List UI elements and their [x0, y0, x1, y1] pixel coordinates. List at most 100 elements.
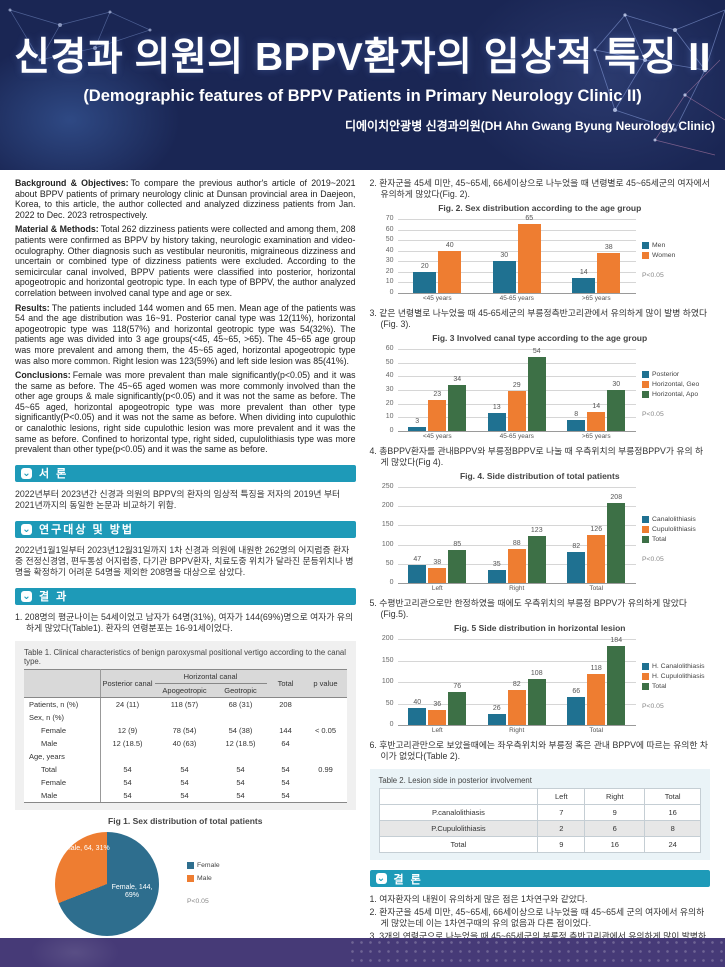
abstract-text: Total 262 dizziness patients were collec…	[15, 224, 356, 298]
bar: 38	[428, 559, 447, 583]
table2-body: P.canalolithiasis 7 9 16 P.Cupulolithiasis 2 6…	[378, 804, 701, 853]
x-tick-label: >65 years	[581, 433, 611, 440]
gridline	[397, 431, 636, 432]
right-column: 2. 환자군을 45세 미만, 45~65세, 66세이상으로 나누었을 때 년…	[369, 178, 711, 938]
poster-affiliation: 디에이치안광병 신경과의원(DH Ahn Gwang Byung Neurolo…	[344, 119, 715, 133]
bar-value-label: 126	[590, 525, 603, 533]
table-header-cell: Geotropic	[214, 682, 267, 698]
table-cell: 54	[154, 788, 215, 803]
abstract-label: Conclusions:	[15, 370, 71, 381]
network-decoration-right-icon	[593, 9, 725, 156]
table-cell: 118 (57)	[170, 699, 199, 709]
legend-item: Posterior	[642, 371, 708, 378]
y-tick-label: 10	[385, 278, 394, 286]
abstract-paragraph: Background & Objectives: To compare the p…	[15, 178, 356, 220]
bar-value-label: 29	[512, 382, 521, 390]
bar: 126	[587, 526, 606, 583]
legend-item: Cupulolithiasis	[642, 526, 708, 533]
result-item-6: 6. 후반고리관만으로 보았을때에는 좌우측위치와 부릉정 혹은 관내 BPPV…	[369, 740, 709, 761]
table1-title: Table 1. Clinical characteristics of ben…	[24, 647, 347, 666]
bar-groups: 3 23 34 13 29 54 8 14 30	[398, 348, 637, 431]
legend-swatch	[642, 663, 649, 670]
table-cell: 16	[644, 804, 701, 821]
legend-item: Horizontal, Apo	[642, 391, 708, 398]
x-tick-label: Total	[589, 727, 604, 734]
figure-caption: Fig. 4. Side distribution of total patie…	[459, 471, 620, 481]
gridline	[397, 293, 636, 294]
table-cell	[305, 776, 347, 789]
poster-subtitle: (Demographic features of BPPV Patients i…	[83, 87, 642, 105]
plot-area: 47 38 85 35 88 123 82 126 208	[397, 487, 636, 584]
bar: 35	[487, 561, 506, 583]
table-cell: 54	[236, 777, 245, 787]
gridline	[397, 487, 636, 488]
table-row: Age, years	[24, 749, 347, 763]
bar: 29	[507, 382, 526, 431]
table-header-cell: Horizontal canal	[154, 668, 267, 684]
bar: 40	[408, 699, 427, 725]
table-cell: 54	[266, 788, 305, 803]
pie-chart: Female, 144, 69% Male, 64, 31%	[55, 831, 159, 936]
gridline	[397, 376, 636, 378]
bar-value-label: 14	[579, 269, 588, 277]
bar-group: 66 118 184	[567, 637, 626, 725]
bar: 34	[448, 376, 467, 431]
table-cell: 12 (9)	[117, 725, 138, 735]
legend-swatch	[642, 516, 649, 523]
gridline	[397, 390, 636, 391]
pie-slice-label: Male, 64, 31%	[64, 845, 110, 853]
y-tick-label: 60	[385, 345, 394, 352]
legend: H. Canalolithiasis H. Cupulolithiasis Tota…	[636, 639, 708, 734]
table-cell	[155, 711, 215, 724]
bar: 82	[507, 681, 526, 725]
gridline	[397, 660, 636, 662]
y-tick-label: 0	[389, 579, 394, 586]
legend-item: Horizontal, Geo	[642, 381, 708, 388]
y-axis: 0 50 100 150 200	[378, 635, 398, 728]
legend-swatch	[642, 673, 649, 680]
bar: 20	[413, 263, 437, 293]
legend-item: Total	[642, 683, 708, 690]
table-cell: 2	[537, 820, 586, 837]
legend-item: H. Cupulolithiasis	[642, 673, 708, 680]
table-row: Left Right Total	[378, 788, 701, 805]
table-row: P.Cupulolithiasis 2 6 8	[378, 820, 701, 837]
legend: Men Women P<0.05	[636, 219, 708, 302]
bar-value-label: 14	[592, 402, 601, 410]
bar: 36	[428, 701, 447, 725]
figure-fig3: Fig. 3 Involved canal type according to …	[370, 333, 711, 440]
legend-swatch	[642, 242, 649, 249]
table-cell: 40 (63)	[172, 738, 197, 748]
gridline	[397, 583, 636, 584]
bar-value-label: 47	[413, 555, 422, 563]
legend-label: Horizontal, Geo	[652, 381, 700, 388]
table-row: Apogeotropic Geotropic	[24, 682, 347, 698]
gridline	[397, 282, 636, 284]
legend-label: Women	[652, 252, 676, 259]
bar-chart: 0 10 20 30 40 50 60 70 20 40 30 65 14 38 <45 years 45-6…	[370, 215, 711, 302]
poster-body: Background & Objectives: To compare the p…	[0, 170, 725, 938]
bar: 14	[572, 269, 596, 293]
bar-chart: 0 50 100 150 200 40 36 76 26 82 108 66 118 184 Left Rig…	[370, 635, 711, 734]
bar: 38	[597, 244, 621, 293]
abstract-paragraph: Material & Methods: Total 262 dizziness p…	[15, 224, 356, 298]
footer-dots-decoration	[348, 938, 725, 967]
bar-group: 40 36 76	[408, 683, 467, 725]
row-label: P.canalolithiasis	[378, 804, 539, 821]
pie-chart-body: Female, 144, 69% Male, 64, 31% Female Male P…	[15, 831, 356, 936]
table-cell	[215, 711, 267, 724]
gridline	[397, 229, 636, 231]
y-tick-label: 10	[385, 413, 394, 421]
table-row: Sex, n (%)	[24, 710, 347, 724]
legend-swatch	[642, 391, 649, 398]
y-tick-label: 0	[389, 427, 394, 434]
legend-swatch	[642, 381, 649, 388]
p-value-annotation: P<0.05	[642, 556, 664, 563]
y-tick-label: 200	[381, 502, 394, 510]
gridline	[397, 525, 636, 527]
bar-value-label: 85	[453, 541, 462, 549]
table-cell	[305, 697, 347, 711]
row-label: Female	[24, 723, 101, 737]
gridline	[397, 250, 636, 252]
y-tick-label: 50	[385, 699, 394, 707]
